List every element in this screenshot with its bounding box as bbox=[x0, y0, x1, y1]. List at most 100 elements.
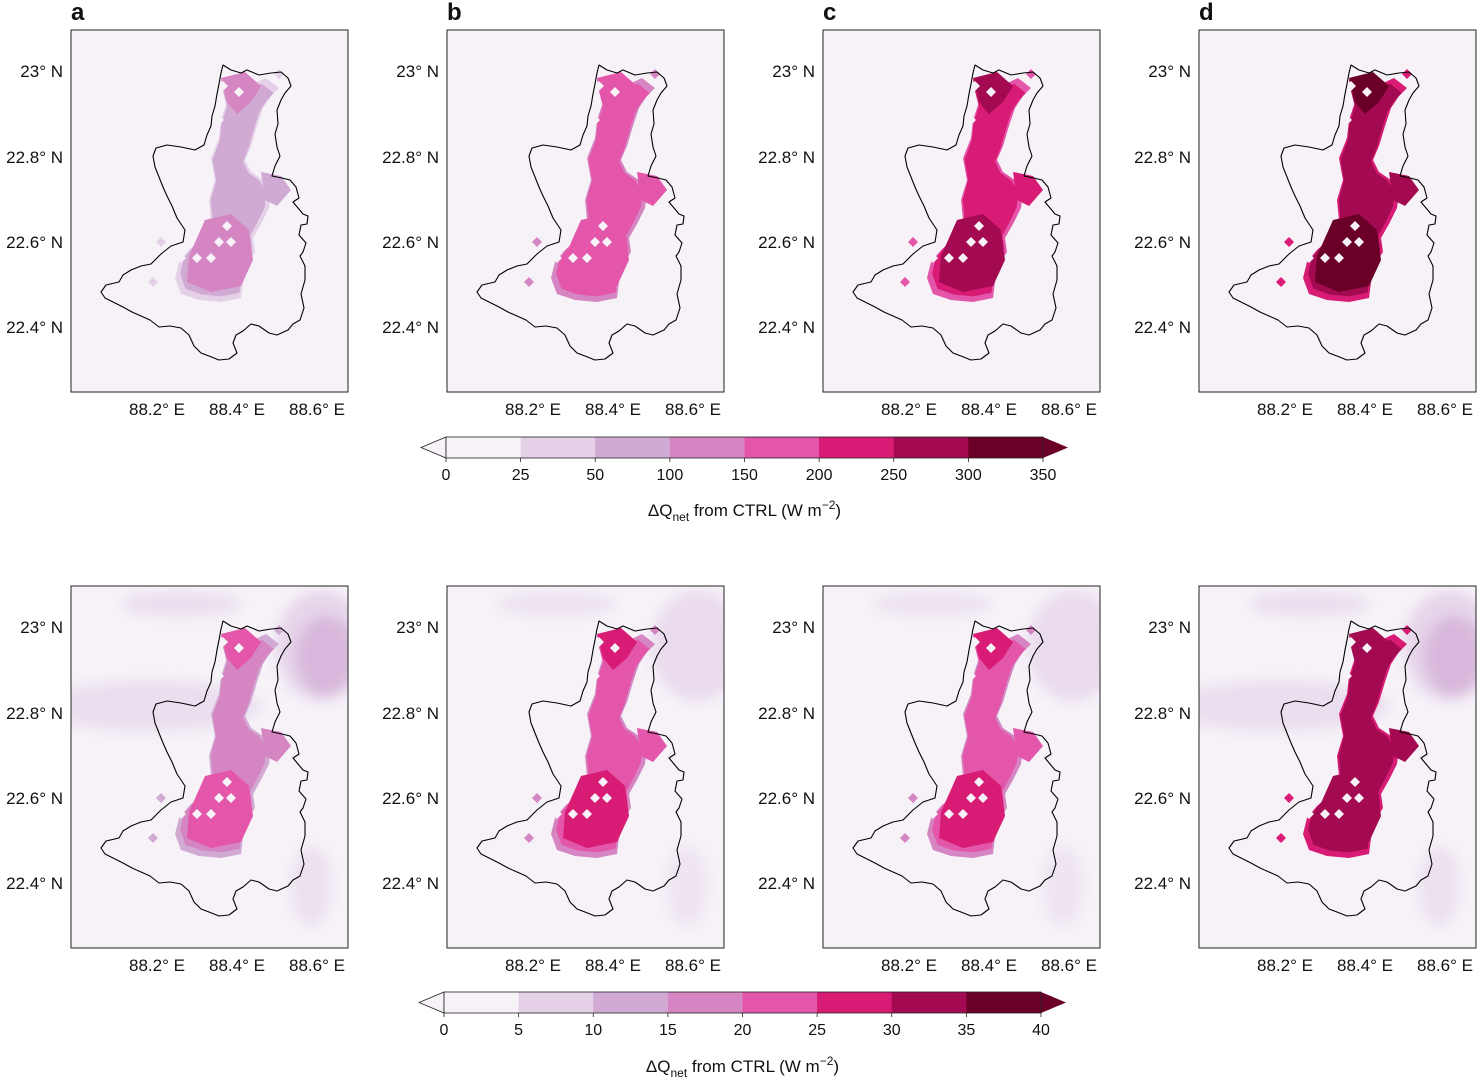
lat-tick-label: 22.6° N bbox=[6, 789, 63, 808]
lat-tick-label: 22.6° N bbox=[1134, 789, 1191, 808]
lat-tick-label: 22.6° N bbox=[758, 233, 815, 252]
isolated-cell bbox=[532, 793, 542, 803]
map-panel-c: 23° N 22.8° N 22.6° N 22.4° N 88.2° E 88.4° E… bbox=[758, 585, 1101, 975]
urban-east-lobe bbox=[261, 728, 291, 762]
isolated-cell bbox=[1276, 833, 1286, 843]
lon-tick-label: 88.4° E bbox=[961, 956, 1017, 975]
lat-tick-label: 23° N bbox=[396, 618, 439, 637]
colorbar-tick-label: 15 bbox=[659, 1022, 677, 1039]
lon-tick-label: 88.6° E bbox=[289, 956, 345, 975]
map-panel-a: 23° N 22.8° N 22.6° N 22.4° N 88.2° E 88.4° E… bbox=[6, 585, 349, 975]
data-gap bbox=[176, 253, 186, 263]
urban-east-lobe bbox=[637, 172, 667, 206]
data-gap bbox=[214, 793, 224, 803]
lat-tick-label: 22.8° N bbox=[1134, 148, 1191, 167]
data-gap bbox=[970, 81, 980, 91]
data-gap bbox=[610, 87, 620, 97]
data-gap bbox=[1362, 87, 1372, 97]
colorbar-swatch bbox=[891, 992, 967, 1013]
map-background bbox=[71, 30, 348, 392]
district-boundary bbox=[852, 64, 1061, 361]
data-gap bbox=[222, 221, 232, 231]
data-gap bbox=[1350, 221, 1360, 231]
panel-letter: d bbox=[1199, 0, 1214, 26]
colorbar-swatch bbox=[595, 437, 671, 458]
lat-tick-label: 22.8° N bbox=[382, 704, 439, 723]
map-frame bbox=[70, 29, 349, 393]
urban-east-lobe bbox=[637, 728, 667, 762]
urban-east-lobe bbox=[1389, 172, 1419, 206]
data-gap bbox=[944, 253, 954, 263]
colorbar-tick-label: 100 bbox=[657, 467, 684, 484]
colorbar-tick-label: 30 bbox=[883, 1022, 901, 1039]
lon-tick-label: 88.4° E bbox=[209, 400, 265, 419]
data-gap bbox=[970, 637, 980, 647]
lat-tick-label: 22.4° N bbox=[1134, 318, 1191, 337]
data-gap bbox=[966, 671, 976, 681]
urban-peak-south bbox=[563, 214, 629, 292]
colorbar-tick-label: 150 bbox=[731, 467, 758, 484]
lat-tick-label: 22.4° N bbox=[6, 318, 63, 337]
colorbar-extend-max bbox=[968, 437, 1068, 458]
map-frame bbox=[822, 585, 1101, 949]
lat-tick-label: 22.4° N bbox=[758, 874, 815, 893]
colorbar-swatch bbox=[520, 437, 596, 458]
colorbar-swatch bbox=[893, 437, 969, 458]
data-gap bbox=[552, 253, 562, 263]
district-boundary bbox=[1228, 620, 1437, 917]
data-gap bbox=[610, 643, 620, 653]
urban-east-lobe bbox=[261, 172, 291, 206]
regional-haze bbox=[873, 591, 1100, 926]
data-gap bbox=[928, 253, 938, 263]
map-frame bbox=[822, 29, 1101, 393]
map-background bbox=[823, 30, 1100, 392]
colorbar-swatch bbox=[444, 992, 520, 1013]
data-gap bbox=[590, 671, 600, 681]
data-gap bbox=[1346, 637, 1356, 647]
data-gap bbox=[1342, 671, 1352, 681]
colorbar-top: 0 25 50 100 150 200 250 300 350 ΔQnet from CTRL (… bbox=[419, 436, 1068, 524]
data-gap bbox=[218, 637, 228, 647]
lon-tick-label: 88.2° E bbox=[881, 400, 937, 419]
lon-tick-label: 88.6° E bbox=[1417, 956, 1473, 975]
district-boundary bbox=[100, 620, 309, 917]
data-gap bbox=[958, 253, 968, 263]
district-boundary bbox=[476, 620, 685, 917]
data-gap bbox=[1342, 115, 1352, 125]
data-gap bbox=[928, 809, 938, 819]
map-panel-b: 23° N 22.8° N 22.6° N 22.4° N 88.2° E 88.4° E… bbox=[382, 0, 725, 419]
data-gap bbox=[1350, 777, 1360, 787]
colorbar-bottom: 0 5 10 15 20 25 30 35 40 ΔQnet from CTRL (W m−2) bbox=[417, 991, 1066, 1080]
data-gap bbox=[598, 221, 608, 231]
colorbar-tick-label: 300 bbox=[955, 467, 982, 484]
data-gap bbox=[974, 777, 984, 787]
isolated-cell bbox=[156, 793, 166, 803]
lat-tick-label: 22.8° N bbox=[758, 148, 815, 167]
data-gap bbox=[1304, 253, 1314, 263]
colorbar-tick-label: 0 bbox=[440, 1022, 449, 1039]
data-gap bbox=[552, 809, 562, 819]
data-gap bbox=[218, 81, 228, 91]
data-gap bbox=[1354, 237, 1364, 247]
data-gap bbox=[944, 809, 954, 819]
lon-tick-label: 88.6° E bbox=[1041, 400, 1097, 419]
lat-tick-label: 22.6° N bbox=[6, 233, 63, 252]
lon-tick-label: 88.2° E bbox=[129, 956, 185, 975]
colorbar-swatch bbox=[817, 992, 893, 1013]
isolated-cell bbox=[148, 833, 158, 843]
data-gap bbox=[234, 643, 244, 653]
colorbar-tick-label: 0 bbox=[442, 467, 451, 484]
data-gap bbox=[590, 793, 600, 803]
data-gap bbox=[1346, 81, 1356, 91]
lat-tick-label: 23° N bbox=[20, 618, 63, 637]
map-layers bbox=[476, 64, 685, 361]
lat-tick-label: 23° N bbox=[1148, 62, 1191, 81]
lat-tick-label: 22.4° N bbox=[1134, 874, 1191, 893]
lat-tick-label: 23° N bbox=[20, 62, 63, 81]
data-gap bbox=[582, 253, 592, 263]
isolated-cell bbox=[532, 237, 542, 247]
urban-east-lobe bbox=[1013, 172, 1043, 206]
lat-tick-label: 22.4° N bbox=[6, 874, 63, 893]
lon-tick-label: 88.2° E bbox=[1257, 400, 1313, 419]
